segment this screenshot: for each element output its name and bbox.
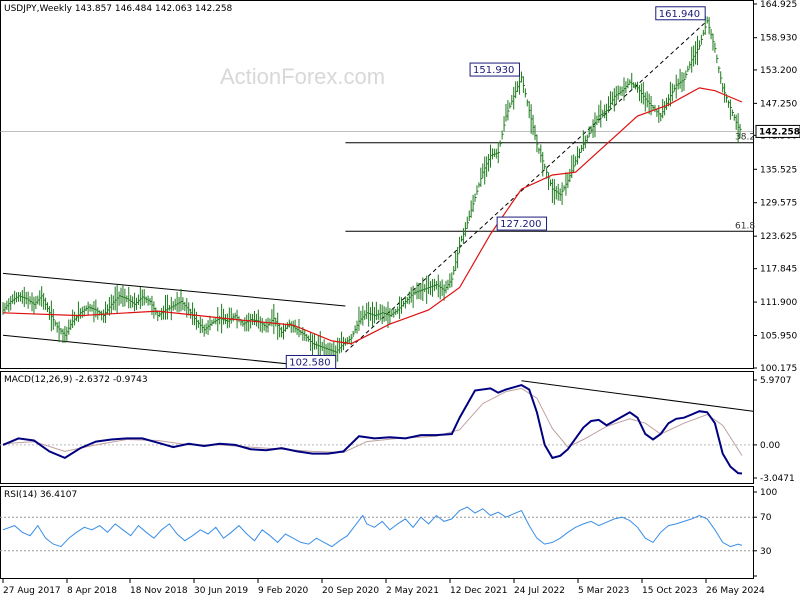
- price-callout-box: [655, 6, 706, 21]
- rsi-y-tick-label: 100: [760, 488, 777, 498]
- x-tick-label: 12 Dec 2021: [450, 586, 508, 596]
- x-tick-label: 26 May 2024: [706, 586, 765, 596]
- x-tick-label: 24 Jul 2022: [514, 586, 565, 596]
- x-axis: 27 Aug 2017 8 Apr 2018 18 Nov 2018 30 Jun 2…: [2, 579, 765, 596]
- price-pane-frame: [0, 0, 754, 369]
- rsi-y-tick-label: 70: [760, 513, 772, 523]
- price-y-tick-label: 153.200: [760, 66, 797, 76]
- price-y-tick-label: 135.525: [760, 165, 797, 175]
- rsi-pane: 100 70 30: [0, 488, 777, 577]
- rsi-pane-frame: [0, 486, 754, 579]
- price-callout-label: 127.200: [500, 219, 541, 230]
- last-price-marker-box: [755, 124, 800, 138]
- x-tick-label: 8 Apr 2018: [67, 586, 117, 596]
- macd-pane: 5.9707 0.00 -3.0471: [0, 376, 795, 484]
- price-callout-box: [496, 216, 548, 231]
- price-y-tick-label: 117.845: [760, 265, 797, 275]
- x-tick-label: 9 Feb 2020: [258, 586, 309, 596]
- macd-y-tick-label: 0.00: [760, 441, 780, 451]
- macd-pane-frame: [0, 371, 754, 484]
- price-callout-box: [469, 62, 520, 77]
- macd-pane-title: MACD(12,26,9) -2.6372 -0.9743: [4, 375, 148, 385]
- watermark: ActionForex.com: [220, 64, 385, 89]
- macd-main-line: [2, 384, 743, 475]
- price-y-tick-label: 129.575: [760, 199, 797, 209]
- price-y-tick-label: 100.175: [760, 364, 797, 374]
- last-price-marker-label: 142.258: [759, 127, 800, 137]
- price-y-tick-label: 111.900: [760, 298, 797, 308]
- channel-line: [2, 272, 346, 307]
- price-callout-label: 161.940: [659, 9, 700, 20]
- macd-divergence-line: [521, 380, 754, 412]
- price-y-tick-label: 158.930: [760, 34, 797, 44]
- x-tick-label: 5 Mar 2023: [578, 586, 629, 596]
- x-tick-label: 15 Oct 2023: [642, 586, 698, 596]
- price-pane: 164.925158.930153.200147.250141.560135.5…: [0, 0, 800, 374]
- rsi-pane-title: RSI(14) 36.4107: [4, 490, 77, 500]
- macd-y-tick-label: -3.0471: [760, 474, 795, 484]
- channel-line: [2, 334, 329, 369]
- rsi-y-tick-label: 30: [760, 547, 772, 557]
- pane-frames: [0, 0, 754, 579]
- macd-signal-line: [2, 387, 743, 456]
- price-y-tick-label: 164.925: [760, 0, 797, 10]
- price-y-tick-label: 147.250: [760, 99, 797, 109]
- x-tick-label: 27 Aug 2017: [3, 586, 61, 596]
- price-callout-label: 102.580: [289, 357, 330, 368]
- fib-level-label: 61.8: [735, 221, 755, 231]
- price-y-tick-label: 123.625: [760, 232, 797, 242]
- x-tick-label: 30 Jun 2019: [194, 586, 248, 596]
- price-callout-box: [285, 354, 337, 369]
- rsi-line: [2, 506, 743, 548]
- price-callout-label: 151.930: [473, 65, 514, 76]
- x-tick-label: 18 Nov 2018: [130, 586, 188, 596]
- price-pane-title: USDJPY,Weekly 143.857 146.484 142.063 14…: [4, 4, 233, 14]
- fib-level-label: 38.2: [735, 133, 755, 143]
- x-tick-label: 2 May 2021: [386, 586, 439, 596]
- macd-y-tick-label: 5.9707: [760, 376, 792, 386]
- moving-average-line: [2, 87, 743, 345]
- price-y-tick-label: 105.950: [760, 332, 797, 342]
- x-tick-label: 20 Sep 2020: [322, 586, 379, 596]
